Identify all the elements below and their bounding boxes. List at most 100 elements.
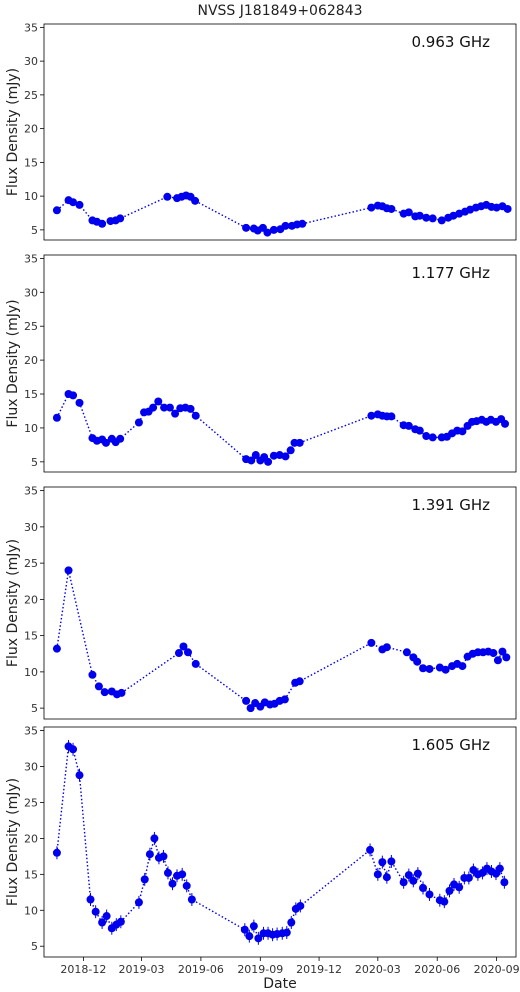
data-point — [145, 850, 154, 859]
data-point — [419, 664, 428, 673]
chart-panel-4: 5 10 15 20 25 30 35 Flux Density (mJy) 1.605 GHz… — [5, 725, 520, 976]
y-tick-label: 15 — [24, 388, 38, 401]
plot-frame — [43, 726, 517, 958]
chart-panel-2: 5 10 15 20 25 30 35 Flux Density (mJy) 1.177 GHz — [5, 252, 517, 473]
data-point — [422, 432, 431, 441]
data-point — [102, 912, 111, 921]
data-point — [367, 638, 376, 647]
frequency-label: 1.177 GHz — [412, 264, 491, 282]
y-tick-label: 15 — [24, 630, 38, 643]
figure-title: NVSS J181849+062843 — [197, 3, 362, 19]
data-point — [500, 878, 509, 887]
y-tick-label: 35 — [24, 252, 38, 265]
y-tick-label: 20 — [24, 123, 38, 136]
data-point — [52, 848, 61, 857]
data-point — [286, 446, 295, 455]
data-point — [501, 419, 510, 428]
data-point — [413, 657, 422, 666]
data-point — [191, 411, 200, 420]
data-point — [382, 873, 391, 882]
data-point — [94, 682, 103, 691]
y-tick-label: 30 — [24, 286, 38, 299]
data-point — [464, 873, 473, 882]
data-point — [402, 648, 411, 657]
data-point — [495, 864, 504, 873]
data-point — [409, 876, 418, 885]
x-tick-label: 2020-09 — [474, 963, 520, 976]
data-point — [245, 932, 254, 941]
data-point — [373, 870, 382, 879]
frequency-label: 1.391 GHz — [412, 496, 491, 514]
data-point — [493, 656, 502, 665]
data-point — [52, 413, 61, 422]
y-axis-label: Flux Density (mJy) — [5, 539, 21, 667]
y-tick-label: 25 — [24, 320, 38, 333]
x-tick-label: 2018-12 — [60, 963, 106, 976]
data-point — [242, 696, 251, 705]
data-point — [171, 409, 180, 418]
y-tick-label: 10 — [24, 190, 38, 203]
data-point — [440, 897, 449, 906]
data-point — [281, 221, 290, 230]
y-tick-label: 20 — [24, 832, 38, 845]
plot-frame — [43, 23, 517, 241]
data-point — [69, 745, 78, 754]
data-point — [404, 421, 413, 430]
data-point — [191, 196, 200, 205]
chart-panel-1: 5 10 15 20 25 30 35 Flux Density (mJy) 0.963 GHz — [5, 21, 517, 241]
plot-frame — [43, 486, 517, 720]
data-point — [86, 895, 95, 904]
frequency-label: 0.963 GHz — [412, 33, 491, 51]
x-tick-label: 2020-06 — [414, 963, 460, 976]
data-point — [100, 688, 109, 697]
data-point — [281, 452, 290, 461]
data-point — [287, 918, 296, 927]
data-point — [251, 451, 260, 460]
frequency-label: 1.605 GHz — [412, 736, 491, 754]
data-point — [425, 890, 434, 899]
data-point — [458, 427, 467, 436]
data-point — [149, 403, 158, 412]
data-point — [419, 884, 428, 892]
y-tick-label: 30 — [24, 761, 38, 774]
chart-panel-3: 5 10 15 20 25 30 35 Flux Density (mJy) 1.391 GHz — [5, 485, 517, 720]
data-point — [498, 647, 507, 656]
data-point — [75, 398, 84, 407]
x-tick-label: 2019-12 — [296, 963, 342, 976]
data-point — [387, 412, 396, 421]
x-tick-label: 2019-03 — [119, 963, 165, 976]
data-point — [174, 649, 183, 658]
y-tick-label: 35 — [24, 485, 38, 498]
data-point — [69, 198, 78, 207]
data-point — [295, 438, 304, 447]
data-point — [366, 845, 375, 854]
data-point — [441, 665, 450, 674]
data-point — [367, 411, 376, 420]
y-tick-label: 5 — [31, 940, 38, 953]
data-point — [296, 901, 305, 910]
data-point — [489, 649, 498, 658]
data-point — [503, 204, 512, 213]
y-tick-label: 15 — [24, 156, 38, 169]
y-tick-label: 25 — [24, 557, 38, 570]
data-point — [75, 200, 84, 209]
data-point — [187, 895, 196, 904]
y-tick-label: 25 — [24, 796, 38, 809]
y-tick-label: 5 — [31, 702, 38, 715]
data-point — [382, 643, 391, 652]
data-point — [163, 868, 172, 877]
data-point — [415, 426, 424, 435]
data-point — [52, 206, 61, 215]
series-line — [56, 570, 507, 710]
data-point — [240, 925, 249, 934]
data-point — [263, 228, 272, 237]
data-point — [425, 664, 434, 673]
y-axis-label: Flux Density (mJy) — [5, 299, 21, 427]
data-point — [69, 391, 78, 400]
y-axis-label: Flux Density (mJy) — [5, 68, 21, 196]
data-point — [117, 688, 126, 697]
data-point — [134, 898, 143, 907]
data-point — [269, 225, 278, 234]
series-line — [56, 745, 506, 940]
data-point — [413, 869, 422, 878]
